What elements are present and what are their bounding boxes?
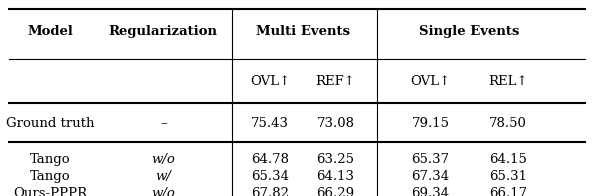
Text: 78.50: 78.50	[489, 117, 527, 130]
Text: w/: w/	[156, 170, 171, 183]
Text: Multi Events: Multi Events	[256, 25, 350, 38]
Text: 75.43: 75.43	[251, 117, 289, 130]
Text: 65.34: 65.34	[251, 170, 289, 183]
Text: REL↑: REL↑	[488, 75, 527, 88]
Text: OVL↑: OVL↑	[250, 75, 290, 88]
Text: 64.15: 64.15	[489, 153, 527, 166]
Text: Tango: Tango	[30, 153, 71, 166]
Text: 65.37: 65.37	[412, 153, 450, 166]
Text: w/o: w/o	[151, 187, 175, 196]
Text: 63.25: 63.25	[317, 153, 355, 166]
Text: 79.15: 79.15	[412, 117, 450, 130]
Text: 73.08: 73.08	[317, 117, 355, 130]
Text: 67.82: 67.82	[251, 187, 289, 196]
Text: 67.34: 67.34	[412, 170, 450, 183]
Text: w/o: w/o	[151, 153, 175, 166]
Text: 64.78: 64.78	[251, 153, 289, 166]
Text: 65.31: 65.31	[489, 170, 527, 183]
Text: 66.29: 66.29	[317, 187, 355, 196]
Text: 64.13: 64.13	[317, 170, 355, 183]
Text: Ours-PPPR: Ours-PPPR	[14, 187, 87, 196]
Text: Ground truth: Ground truth	[7, 117, 94, 130]
Text: Single Events: Single Events	[419, 25, 519, 38]
Text: Tango: Tango	[30, 170, 71, 183]
Text: Regularization: Regularization	[109, 25, 218, 38]
Text: 69.34: 69.34	[412, 187, 450, 196]
Text: REF↑: REF↑	[315, 75, 356, 88]
Text: Model: Model	[27, 25, 74, 38]
Text: –: –	[160, 117, 167, 130]
Text: OVL↑: OVL↑	[410, 75, 451, 88]
Text: 66.17: 66.17	[489, 187, 527, 196]
